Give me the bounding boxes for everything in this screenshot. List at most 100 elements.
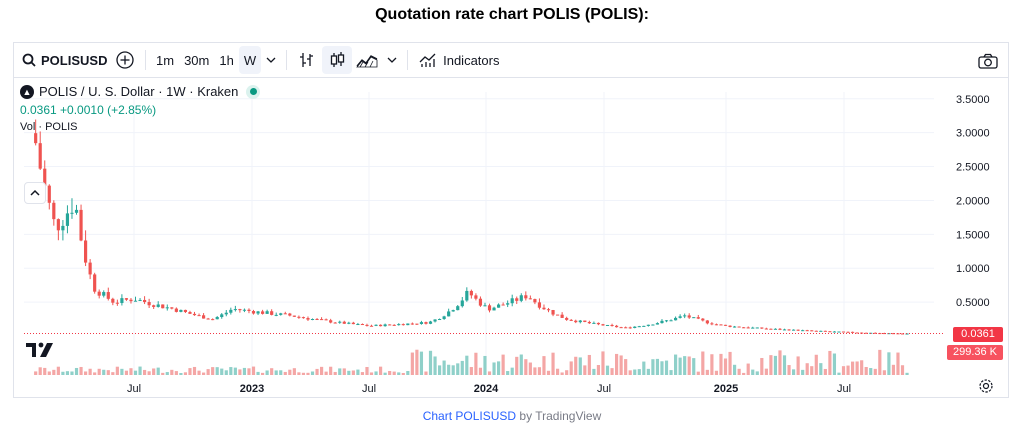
bar-chart-type-button[interactable] <box>292 46 322 74</box>
candle-body <box>705 320 709 324</box>
candle-body <box>220 314 224 318</box>
candle-body <box>283 313 287 315</box>
candle-body <box>115 302 119 304</box>
candle-body <box>769 328 773 330</box>
volume-bar <box>660 361 664 375</box>
candle-body <box>714 324 719 326</box>
interval-30m[interactable]: 30m <box>184 52 210 68</box>
volume-bar <box>315 368 319 375</box>
symbol-search-button[interactable]: POLISUSD <box>14 46 110 74</box>
candle-body <box>34 133 38 144</box>
legend-title: POLIS / U. S. Dollar · 1W · Kraken <box>39 84 239 99</box>
volume-bar <box>170 369 174 375</box>
interval-1w[interactable]: W <box>238 46 262 74</box>
indicators-button[interactable]: Indicators <box>413 46 505 74</box>
chart-pane[interactable]: 3.5000 3.0000 2.5000 2.0000 1.5000 1.0000 0.50… <box>14 78 1008 398</box>
candle-body <box>310 319 315 321</box>
candle-body <box>760 327 764 329</box>
volume-bar <box>147 371 151 375</box>
snapshot-button[interactable] <box>974 47 1002 75</box>
chart-type-dropdown-button[interactable] <box>382 46 402 74</box>
volume-bar <box>106 370 110 375</box>
price-tick-label: 2.5000 <box>956 162 990 174</box>
candle-body <box>133 300 138 302</box>
candle-body <box>506 303 510 305</box>
volume-bar <box>242 367 247 375</box>
candle-body <box>701 318 705 321</box>
candle-body <box>301 317 306 319</box>
candle-body <box>469 290 473 296</box>
market-status-icon[interactable] <box>246 84 261 99</box>
candle-body <box>900 333 905 335</box>
candle-body <box>215 317 219 320</box>
candle-body <box>873 332 877 334</box>
candle-body <box>556 314 560 316</box>
candles-chart-type-button[interactable] <box>322 46 353 74</box>
chevron-down-icon <box>387 57 397 63</box>
area-chart-type-button[interactable] <box>352 46 382 74</box>
volume-bar <box>769 355 773 375</box>
volume-bar <box>819 363 823 375</box>
legend-price-change: 0.0361 +0.0010 (+2.85%) <box>20 103 157 117</box>
volume-bar <box>256 371 260 375</box>
volume-bar <box>828 350 832 375</box>
interval-1h[interactable]: 1h <box>219 52 234 68</box>
candle-body <box>251 310 256 314</box>
volume-bar <box>905 372 909 375</box>
candle-body <box>297 316 301 318</box>
volume-bar <box>65 371 70 375</box>
chart-toolbar: POLISUSD 1m 30m 1h W Indicators <box>14 43 1008 78</box>
candle-body <box>61 225 65 231</box>
volume-bar <box>84 371 88 375</box>
candle-body <box>65 213 70 226</box>
price-chart[interactable]: 3.5000 3.0000 2.5000 2.0000 1.5000 1.0000 0.50… <box>14 78 1008 398</box>
time-tick-label: 2024 <box>474 383 499 395</box>
volume-bar <box>206 369 210 375</box>
collapse-legend-button[interactable] <box>24 182 46 204</box>
volume-bar <box>356 369 360 375</box>
legend-volume: Vol · POLIS <box>20 121 78 133</box>
volume-bar <box>610 368 614 375</box>
chart-settings-button[interactable] <box>978 378 994 394</box>
volume-bar <box>546 370 551 375</box>
toolbar-divider <box>407 50 409 70</box>
candle-body <box>247 309 251 311</box>
volume-bar <box>642 361 646 375</box>
volume-bar <box>832 353 837 375</box>
volume-bar <box>279 370 283 375</box>
footer-chart-link[interactable]: Chart POLISUSD <box>422 409 517 423</box>
candle-body <box>238 309 242 311</box>
volume-bar <box>755 371 759 375</box>
candle-body <box>124 298 129 300</box>
candle-body <box>669 320 673 322</box>
candle-body <box>624 327 628 329</box>
candle-body <box>324 319 328 321</box>
candle-body <box>619 327 623 329</box>
volume-bar <box>433 356 437 375</box>
interval-dropdown-button[interactable] <box>261 46 281 74</box>
candle-body <box>38 143 42 169</box>
volume-bar <box>551 352 555 375</box>
volume-bar <box>592 368 596 375</box>
candle-body <box>569 319 573 321</box>
candle-body <box>596 322 601 325</box>
volume-bar <box>782 355 787 375</box>
candle-body <box>43 168 47 186</box>
volume-bar <box>174 371 178 375</box>
candle-body <box>129 299 133 302</box>
compare-symbol-button[interactable] <box>110 46 140 74</box>
volume-bar <box>111 372 115 375</box>
last-price-badge: 0.0361 <box>953 326 1003 342</box>
interval-1m[interactable]: 1m <box>156 52 175 68</box>
volume-bar <box>415 349 419 375</box>
candle-body <box>615 325 619 328</box>
candle-body <box>533 299 537 303</box>
volume-bar <box>52 369 56 375</box>
volume-bar <box>183 372 188 375</box>
tradingview-logo-icon[interactable] <box>26 339 60 359</box>
camera-icon <box>978 53 998 69</box>
volume-bar <box>247 368 251 375</box>
volume-bar <box>192 366 197 375</box>
volume-bar <box>605 365 610 375</box>
candle-body <box>687 315 691 318</box>
